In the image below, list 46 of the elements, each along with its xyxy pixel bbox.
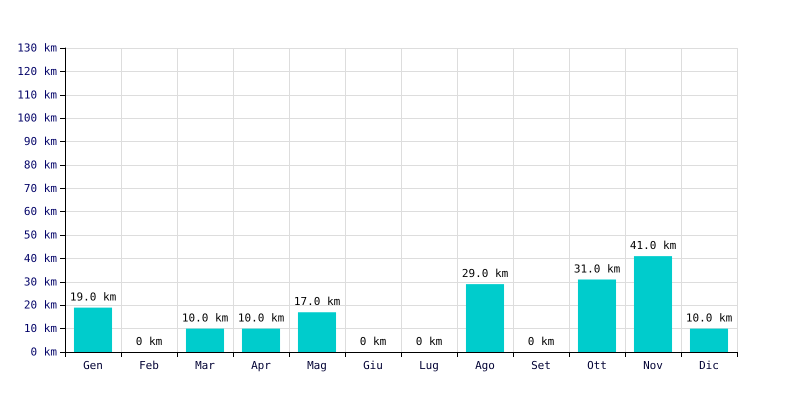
x-tick-label: Ago [475, 359, 495, 372]
x-tick-label: Dic [699, 359, 719, 372]
y-tick-label: 0 km [30, 346, 58, 358]
y-tick-label: 70 km [24, 182, 58, 195]
y-tick-label: 100 km [17, 112, 58, 125]
x-tick-label: Lug [419, 359, 439, 372]
x-tick-label: Ott [587, 359, 607, 372]
y-tick-label: 20 km [24, 298, 58, 312]
y-tick-label: 80 km [24, 158, 58, 172]
data-label: 0 km [528, 335, 555, 348]
data-label: 0 km [416, 335, 443, 348]
y-tick-label: 90 km [24, 135, 58, 148]
x-tick-label: Giu [363, 359, 383, 372]
data-label: 17.0 km [294, 295, 341, 308]
data-label: 10.0 km [182, 312, 229, 325]
x-tick-label: Set [531, 359, 551, 372]
y-tick-label: 30 km [24, 275, 58, 288]
y-tick-label: 120 km [17, 64, 58, 78]
y-tick-label: 40 km [24, 252, 58, 265]
data-label: 31.0 km [574, 262, 621, 276]
bar [634, 256, 672, 352]
data-label: 0 km [136, 335, 163, 348]
data-label: 10.0 km [238, 312, 285, 325]
bar [186, 328, 224, 352]
x-tick-label: Apr [251, 359, 272, 372]
y-tick-label: 10 km [24, 322, 58, 336]
y-tick-label: 130 km [17, 42, 58, 54]
x-tick-label: Feb [139, 359, 159, 372]
bar [298, 312, 336, 352]
y-tick-label: 110 km [17, 88, 58, 102]
x-tick-label: Gen [83, 359, 103, 372]
x-tick-label: Mag [307, 359, 327, 372]
data-label: 41.0 km [630, 239, 677, 252]
bar [74, 308, 112, 352]
y-tick-label: 50 km [24, 228, 58, 242]
bar [690, 328, 728, 352]
y-tick-label: 60 km [24, 205, 58, 218]
x-tick-label: Mar [195, 359, 216, 372]
x-tick-label: Nov [643, 359, 664, 372]
data-label: 29.0 km [462, 267, 509, 280]
bar [578, 280, 616, 352]
bar [466, 284, 504, 352]
data-label: 10.0 km [686, 312, 733, 325]
bar [242, 328, 280, 352]
data-label: 0 km [360, 335, 387, 348]
data-label: 19.0 km [70, 290, 117, 304]
